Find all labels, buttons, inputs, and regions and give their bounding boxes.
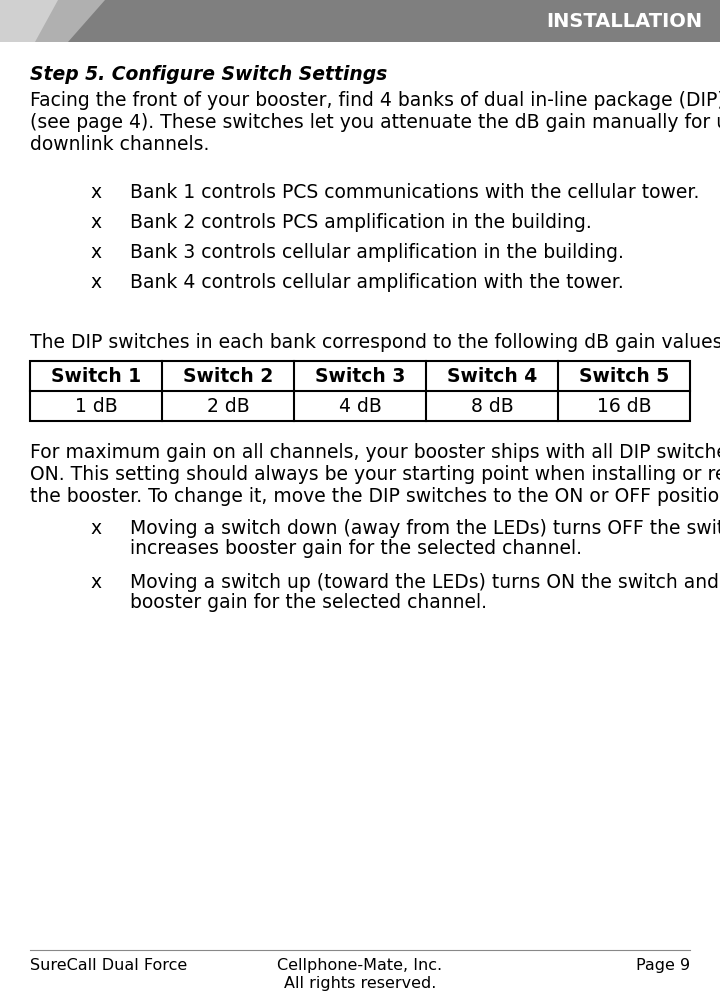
Text: downlink channels.: downlink channels. [30, 135, 210, 154]
Text: All rights reserved.: All rights reserved. [284, 976, 436, 991]
Text: x: x [90, 183, 101, 202]
Text: Moving a switch up (toward the LEDs) turns ON the switch and decreases: Moving a switch up (toward the LEDs) tur… [130, 573, 720, 592]
Text: Switch 1: Switch 1 [51, 366, 141, 385]
Text: The DIP switches in each bank correspond to the following dB gain values:: The DIP switches in each bank correspond… [30, 333, 720, 352]
Text: Switch 3: Switch 3 [315, 366, 405, 385]
Text: (see page 4). These switches let you attenuate the dB gain manually for uplink a: (see page 4). These switches let you att… [30, 113, 720, 132]
Text: SureCall Dual Force: SureCall Dual Force [30, 958, 187, 973]
Text: x: x [90, 519, 101, 538]
Text: increases booster gain for the selected channel.: increases booster gain for the selected … [130, 539, 582, 558]
Text: 4 dB: 4 dB [338, 396, 382, 415]
Text: Cellphone-Mate, Inc.: Cellphone-Mate, Inc. [277, 958, 443, 973]
Text: Bank 4 controls cellular amplification with the tower.: Bank 4 controls cellular amplification w… [130, 273, 624, 292]
Text: x: x [90, 243, 101, 262]
Text: 16 dB: 16 dB [597, 396, 652, 415]
Bar [30, 361, 690, 421]
Text: Bank 3 controls cellular amplification in the building.: Bank 3 controls cellular amplification i… [130, 243, 624, 262]
Text: Moving a switch down (away from the LEDs) turns OFF the switch and: Moving a switch down (away from the LEDs… [130, 519, 720, 538]
Text: For maximum gain on all channels, your booster ships with all DIP switches turne: For maximum gain on all channels, your b… [30, 443, 720, 462]
Text: Page 9: Page 9 [636, 958, 690, 973]
Text: Switch 2: Switch 2 [183, 366, 273, 385]
Text: x: x [90, 573, 101, 592]
Text: INSTALLATION: INSTALLATION [546, 12, 702, 31]
Text: x: x [90, 273, 101, 292]
Bar [0, 0, 720, 42]
Text: 8 dB: 8 dB [471, 396, 513, 415]
Text: Switch 4: Switch 4 [447, 366, 537, 385]
Text: Switch 5: Switch 5 [579, 366, 669, 385]
Text: ON. This setting should always be your starting point when installing or reinsta: ON. This setting should always be your s… [30, 465, 720, 484]
Polygon shape [0, 0, 58, 42]
Text: Step 5. Configure Switch Settings: Step 5. Configure Switch Settings [30, 65, 387, 84]
Text: Bank 1 controls PCS communications with the cellular tower.: Bank 1 controls PCS communications with … [130, 183, 699, 202]
Polygon shape [0, 0, 105, 42]
Text: 1 dB: 1 dB [75, 396, 117, 415]
Text: booster gain for the selected channel.: booster gain for the selected channel. [130, 593, 487, 612]
Text: x: x [90, 213, 101, 232]
Text: Bank 2 controls PCS amplification in the building.: Bank 2 controls PCS amplification in the… [130, 213, 592, 232]
Text: the booster. To change it, move the DIP switches to the ON or OFF position.: the booster. To change it, move the DIP … [30, 487, 720, 506]
Text: 2 dB: 2 dB [207, 396, 249, 415]
Text: Facing the front of your booster, find 4 banks of dual in-line package (DIP) swi: Facing the front of your booster, find 4… [30, 91, 720, 110]
